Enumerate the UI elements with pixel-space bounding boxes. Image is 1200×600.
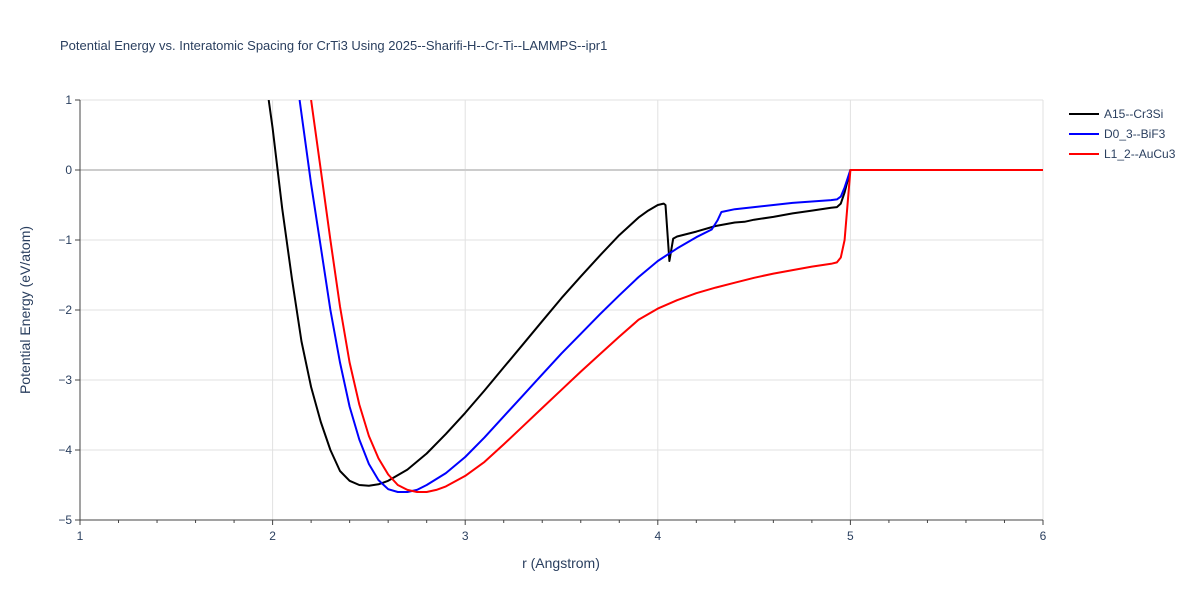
series-line-1 [298,100,1043,493]
x-tick-label: 3 [462,529,469,543]
y-axis-title: Potential Energy (eV/atom) [17,226,33,394]
axes [79,100,1043,523]
legend-label-0: A15--Cr3Si [1104,107,1163,121]
y-tick-label: 0 [65,163,72,177]
x-tick-label: 1 [77,529,84,543]
x-tick-label: 2 [269,529,276,543]
x-axis-title: r (Angstrom) [522,555,600,571]
legend-label-2: L1_2--AuCu3 [1104,147,1176,161]
y-tick-label: −4 [58,443,72,457]
legend-label-1: D0_3--BiF3 [1104,127,1166,141]
y-tick-label: 1 [65,93,72,107]
x-tick-label: 5 [847,529,854,543]
y-tick-label: −5 [58,513,72,527]
x-axis-ticks: 1 2 3 4 5 6 [77,520,1047,543]
legend: A15--Cr3Si D0_3--BiF3 L1_2--AuCu3 [1069,107,1176,161]
y-tick-label: −3 [58,373,72,387]
chart-title: Potential Energy vs. Interatomic Spacing… [60,38,607,53]
y-tick-label: −2 [58,303,72,317]
x-tick-label: 4 [654,529,661,543]
series-lines [267,100,1043,493]
series-line-2 [310,100,1043,493]
x-tick-label: 6 [1040,529,1047,543]
y-tick-label: −1 [58,233,72,247]
grid [80,99,1044,520]
series-line-0 [267,100,1043,487]
y-axis-ticks: 1 0 −1 −2 −3 −4 −5 [58,93,80,527]
